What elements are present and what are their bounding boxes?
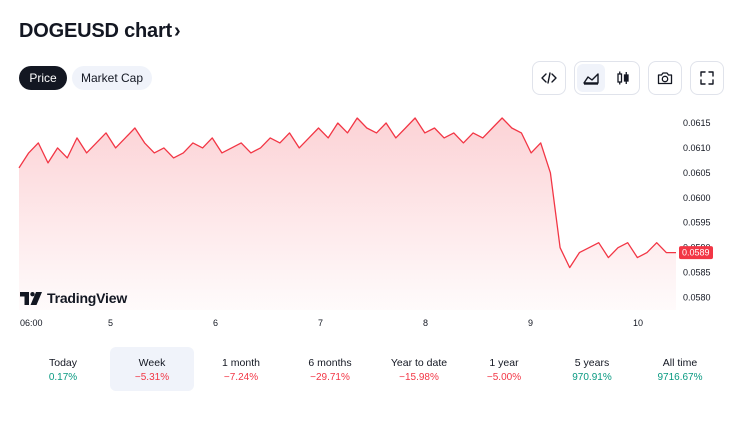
y-tick-label: 0.0605 bbox=[683, 168, 711, 178]
area-chart-button[interactable] bbox=[577, 64, 605, 92]
price-chart[interactable]: 0.06150.06100.06050.06000.05950.05900.05… bbox=[0, 100, 750, 332]
chart-type-toggle bbox=[574, 61, 640, 95]
embed-code-button[interactable] bbox=[535, 64, 563, 92]
embed-code-icon bbox=[541, 72, 557, 84]
title-text: DOGEUSD chart bbox=[19, 20, 172, 42]
period-change: −5.31% bbox=[134, 372, 170, 383]
period-label: 5 years bbox=[574, 357, 610, 369]
period-label: 6 months bbox=[308, 357, 352, 369]
period-1-month[interactable]: 1 month −7.24% bbox=[199, 347, 283, 391]
period-selector: Today 0.17% Week −5.31% 1 month −7.24% 6… bbox=[18, 347, 730, 391]
y-tick-label: 0.0600 bbox=[683, 193, 711, 203]
period-change: 0.17% bbox=[48, 372, 78, 383]
embed-button-frame bbox=[532, 61, 566, 95]
period-today[interactable]: Today 0.17% bbox=[21, 347, 105, 391]
candlestick-button[interactable] bbox=[609, 64, 637, 92]
tradingview-wordmark: TradingView bbox=[47, 290, 128, 306]
tradingview-logo-icon bbox=[20, 291, 42, 305]
period-change: 970.91% bbox=[572, 372, 612, 383]
last-price-marker: 0.0589 bbox=[679, 246, 713, 260]
x-tick-label: 8 bbox=[423, 318, 428, 328]
area-chart-icon bbox=[583, 73, 599, 85]
fullscreen-icon bbox=[700, 71, 714, 85]
period-change: −15.98% bbox=[399, 372, 439, 383]
fullscreen-button-frame bbox=[690, 61, 724, 95]
period-label: Year to date bbox=[390, 357, 448, 369]
page-title[interactable]: DOGEUSD chart › bbox=[19, 20, 181, 43]
snapshot-button[interactable] bbox=[651, 64, 679, 92]
price-area-fill bbox=[19, 118, 676, 310]
tradingview-logo[interactable]: TradingView bbox=[20, 290, 127, 306]
tab-market-cap[interactable]: Market Cap bbox=[72, 66, 152, 90]
last-price-label: 0.0589 bbox=[682, 248, 710, 258]
period-label: Week bbox=[138, 357, 166, 369]
y-tick-label: 0.0610 bbox=[683, 143, 711, 153]
snapshot-button-frame bbox=[648, 61, 682, 95]
price-line bbox=[18, 117, 676, 269]
x-tick-label: 5 bbox=[108, 318, 113, 328]
x-tick-label: 7 bbox=[318, 318, 323, 328]
period-5-years[interactable]: 5 years 970.91% bbox=[550, 347, 634, 391]
period-label: 1 month bbox=[222, 357, 260, 369]
candlestick-icon bbox=[617, 71, 629, 85]
tab-price[interactable]: Price bbox=[19, 66, 67, 90]
period-week[interactable]: Week −5.31% bbox=[110, 347, 194, 391]
x-axis: 06:00 5 6 7 8 9 10 bbox=[20, 318, 643, 328]
period-1-year[interactable]: 1 year −5.00% bbox=[462, 347, 546, 391]
period-all-time[interactable]: All time 9716.67% bbox=[638, 347, 722, 391]
period-label: All time bbox=[662, 357, 698, 369]
period-6-months[interactable]: 6 months −29.71% bbox=[288, 347, 372, 391]
fullscreen-button[interactable] bbox=[693, 64, 721, 92]
x-tick-label: 06:00 bbox=[20, 318, 43, 328]
period-label: 1 year bbox=[489, 357, 519, 369]
period-change: −5.00% bbox=[486, 372, 522, 383]
y-tick-label: 0.0585 bbox=[683, 268, 711, 278]
y-tick-label: 0.0615 bbox=[683, 118, 711, 128]
period-change: 9716.67% bbox=[657, 372, 703, 383]
y-tick-label: 0.0595 bbox=[683, 218, 711, 228]
period-label: Today bbox=[48, 357, 78, 369]
x-tick-label: 10 bbox=[633, 318, 643, 328]
period-change: −7.24% bbox=[223, 372, 259, 383]
y-tick-label: 0.0580 bbox=[683, 293, 711, 303]
last-price-badge bbox=[679, 246, 713, 260]
camera-icon bbox=[657, 72, 673, 85]
chevron-right-icon: › bbox=[174, 20, 181, 42]
x-tick-label: 9 bbox=[528, 318, 533, 328]
period-change: −29.71% bbox=[310, 372, 350, 383]
y-axis: 0.06150.06100.06050.06000.05950.05900.05… bbox=[683, 118, 711, 303]
x-tick-label: 6 bbox=[213, 318, 218, 328]
period-year-to-date[interactable]: Year to date −15.98% bbox=[377, 347, 461, 391]
